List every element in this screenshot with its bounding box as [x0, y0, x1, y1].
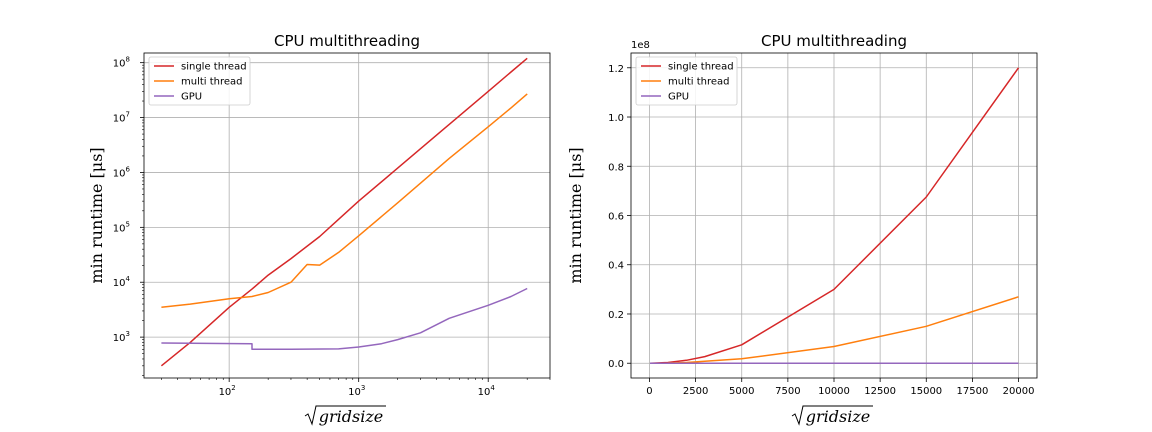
x-tick-label: 7500	[775, 386, 800, 397]
series-line	[161, 287, 528, 351]
y-tick-label: 0.2	[608, 310, 624, 321]
y-tick-label: 108	[113, 56, 130, 70]
y-ticks: 103 104 105 106 107 108	[113, 56, 144, 376]
x-axis-label-group: gridsize	[791, 405, 873, 426]
sqrt-sign	[791, 405, 873, 426]
grid	[144, 53, 550, 378]
x-tick-label: 102	[219, 384, 236, 398]
x-axis-label: gridsize	[806, 407, 870, 426]
x-tick-label: 10000	[818, 386, 850, 397]
x-ticks: 102 103 104	[161, 378, 551, 398]
chart-log-log: 102 103 104 103 104 105 106 107 108 CPU multith…	[87, 32, 551, 426]
x-tick-label: 15000	[910, 386, 942, 397]
series	[160, 57, 528, 367]
y-tick-label: 1.0	[608, 113, 624, 124]
legend: single thread multi thread GPU	[635, 56, 738, 106]
legend-label: GPU	[668, 92, 689, 103]
y-tick-label: 0.8	[608, 162, 624, 173]
plot-frame	[143, 52, 551, 379]
x-tick-label: 0	[646, 386, 652, 397]
legend: single thread multi thread GPU	[148, 56, 251, 106]
y-tick-label: 104	[113, 275, 131, 289]
y-axis-label: min runtime [μs]	[87, 147, 106, 283]
y-tick-label: 0.4	[608, 261, 624, 272]
chart-title: CPU multithreading	[274, 32, 420, 50]
y-tick-label: 106	[113, 165, 131, 179]
series-line	[161, 93, 528, 309]
legend-box	[635, 56, 738, 106]
legend-label: multi thread	[668, 77, 730, 88]
y-tick-label: 1.2	[608, 64, 624, 75]
x-tick-label: 17500	[957, 386, 989, 397]
x-tick-label: 2500	[683, 386, 708, 397]
x-tick-label: 104	[478, 384, 496, 398]
y-offset-text: 1e8	[631, 40, 650, 51]
y-tick-label: 105	[113, 220, 130, 234]
x-tick-label: 20000	[1003, 386, 1035, 397]
legend-label: multi thread	[181, 77, 243, 88]
legend-label: single thread	[668, 62, 734, 73]
series	[649, 67, 1020, 364]
series-line	[649, 67, 1020, 364]
x-tick-label: 12500	[864, 386, 896, 397]
y-tick-label: 107	[113, 111, 130, 125]
x-ticks: 0 2500 5000 7500 10000 12500 15000 17500 20000	[646, 378, 1034, 397]
x-axis-label-group: gridsize	[304, 405, 386, 426]
chart-linear: 0 2500 5000 7500 10000 12500 15000 17500 20000 0…	[566, 32, 1038, 426]
sqrt-sign	[304, 405, 386, 426]
legend-label: single thread	[181, 62, 247, 73]
y-tick-label: 103	[113, 330, 130, 344]
x-axis-label: gridsize	[319, 407, 383, 426]
y-ticks: 0.0 0.2 0.4 0.6 0.8 1.0 1.2	[608, 64, 631, 370]
x-tick-label: 5000	[729, 386, 754, 397]
legend-box	[148, 56, 251, 106]
y-axis-label: min runtime [μs]	[566, 147, 585, 283]
legend-label: GPU	[181, 92, 202, 103]
series-line	[160, 57, 528, 367]
x-tick-label: 103	[348, 384, 365, 398]
chart-title: CPU multithreading	[761, 32, 907, 50]
y-tick-label: 0.6	[608, 212, 624, 223]
y-tick-label: 0.0	[608, 359, 624, 370]
